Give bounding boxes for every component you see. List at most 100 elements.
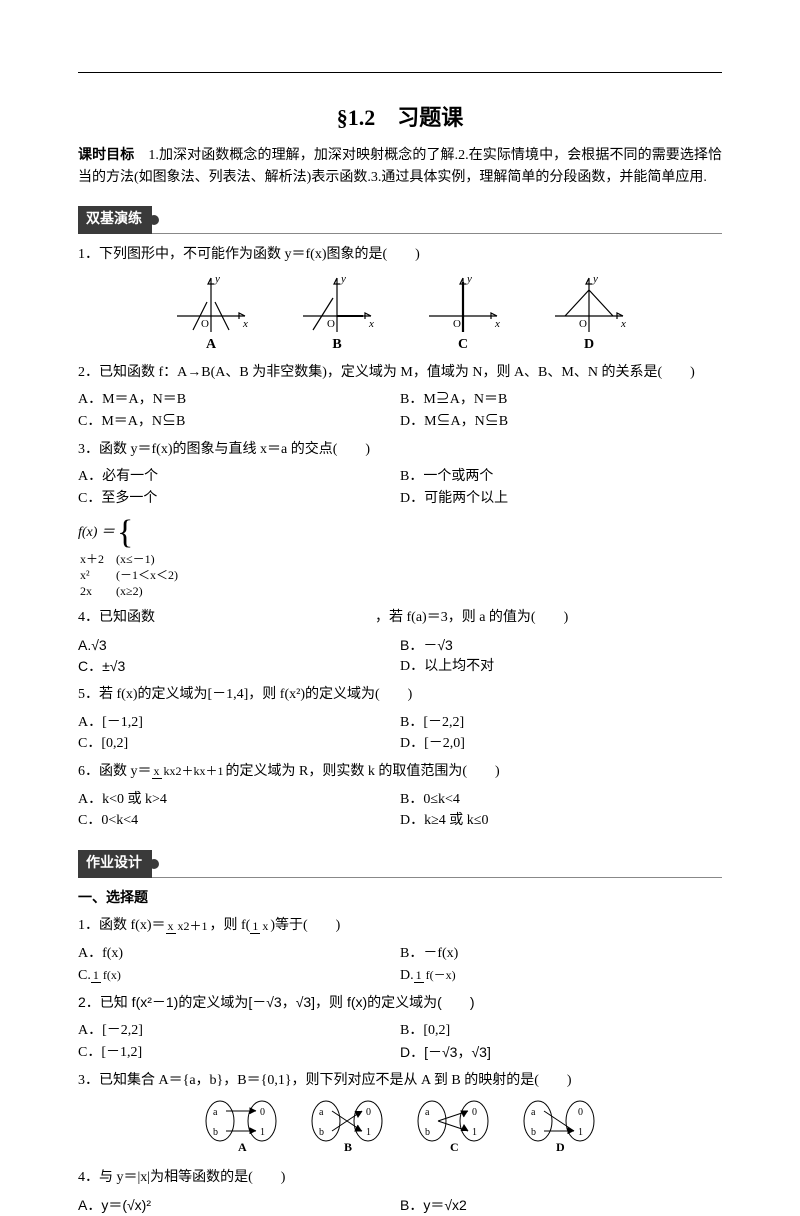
opt: B．[0,2] bbox=[400, 1020, 722, 1042]
pill-dot-icon bbox=[149, 859, 159, 869]
opt: B．－√3 bbox=[400, 635, 722, 657]
s1-q3-opts: A．必有一个B．一个或两个C．至多一个D．可能两个以上 bbox=[78, 466, 722, 509]
svg-text:x: x bbox=[620, 318, 626, 330]
piece-cond: (x≥2) bbox=[116, 584, 188, 598]
piece: x＋2 bbox=[80, 552, 114, 566]
opt: D.1f(－x) bbox=[400, 965, 722, 987]
svg-text:1: 1 bbox=[260, 1127, 265, 1138]
s1-q4-text: 4．已知函数 ，若 f(a)＝3，则 a 的值为( ) bbox=[78, 607, 722, 629]
svg-text:x: x bbox=[242, 318, 248, 330]
fraction-icon: 1x bbox=[250, 920, 270, 933]
piece: x² bbox=[80, 568, 114, 582]
opt: A．必有一个 bbox=[78, 466, 400, 488]
top-rule bbox=[78, 72, 722, 73]
graph-label-B: B bbox=[297, 334, 377, 356]
s1-q2: 2．已知函数 f：A→B(A、B 为非空数集)，定义域为 M，值域为 N，则 A… bbox=[78, 362, 722, 384]
opt: D．k≥4 或 k≤0 bbox=[400, 810, 722, 832]
svg-text:O: O bbox=[327, 318, 335, 330]
opt-label: D. bbox=[400, 968, 414, 983]
opt: A．y＝(√x)² bbox=[78, 1195, 400, 1216]
section-header-1: 双基演练 bbox=[78, 206, 722, 234]
graph-A: xyOA bbox=[171, 272, 251, 356]
svg-text:0: 0 bbox=[366, 1107, 371, 1118]
s1-q6-opts: A．k<0 或 k>4B．0≤k<4C．0<k<4D．k≥4 或 k≤0 bbox=[78, 789, 722, 832]
svg-text:C: C bbox=[450, 1140, 459, 1153]
s1-q5-opts: A．[－1,2]B．[－2,2]C．[0,2]D．[－2,0] bbox=[78, 712, 722, 755]
opt: B．一个或两个 bbox=[400, 466, 722, 488]
q6-pre: 6．函数 y＝ bbox=[78, 764, 152, 779]
s1-q6: 6．函数 y＝xkx2＋kx＋1的定义域为 R，则实数 k 的取值范围为( ) bbox=[78, 761, 722, 783]
opt-label: C. bbox=[78, 968, 91, 983]
subsection-1: 一、选择题 bbox=[78, 888, 722, 910]
s1-q1: 1．下列图形中，不可能作为函数 y＝f(x)图象的是( ) bbox=[78, 244, 722, 266]
s2-q1: 1．函数 f(x)＝xx2＋1，则 f(1x)等于( ) bbox=[78, 915, 722, 937]
svg-text:b: b bbox=[531, 1127, 536, 1138]
opt: D．以上均不对 bbox=[400, 656, 722, 678]
q4-pre: 4．已知函数 bbox=[78, 610, 155, 625]
opt: C．至多一个 bbox=[78, 488, 400, 510]
opt: B．0≤k<4 bbox=[400, 789, 722, 811]
frac-den: kx2＋kx＋1 bbox=[162, 764, 226, 778]
frac-num: 1 bbox=[250, 919, 260, 934]
svg-text:O: O bbox=[201, 318, 209, 330]
q4-post: ，若 f(a)＝3，则 a 的值为( ) bbox=[375, 610, 568, 625]
svg-text:x: x bbox=[368, 318, 374, 330]
mapping-B: ab01B bbox=[304, 1097, 390, 1161]
s1-q1-figures: xyOA xyOB xyOC xyOD bbox=[78, 272, 722, 356]
frac-den: x2＋1 bbox=[176, 919, 210, 933]
opt: D．可能两个以上 bbox=[400, 488, 722, 510]
fraction-icon: 1f(－x) bbox=[414, 969, 458, 982]
opt: A．k<0 或 k>4 bbox=[78, 789, 400, 811]
mapping-C: ab01C bbox=[410, 1097, 496, 1161]
mapping-D: ab01D bbox=[516, 1097, 602, 1161]
section-rule-1 bbox=[78, 233, 722, 234]
svg-text:a: a bbox=[531, 1107, 536, 1118]
frac-den: x bbox=[260, 919, 270, 933]
graph-label-C: C bbox=[423, 334, 503, 356]
s1-q2-opts: A．M＝A，N＝BB．M⊇A，N＝BC．M＝A，N⊆BD．M⊆A，N⊆B bbox=[78, 389, 722, 432]
svg-text:A: A bbox=[238, 1140, 247, 1153]
opt: B．y＝√x2 bbox=[400, 1195, 722, 1216]
svg-text:b: b bbox=[319, 1127, 324, 1138]
s1-q3: 3．函数 y＝f(x)的图象与直线 x＝a 的交点( ) bbox=[78, 439, 722, 461]
frac-num: 1 bbox=[91, 968, 101, 983]
opt: C．[－1,2] bbox=[78, 1042, 400, 1064]
opt: C.1f(x) bbox=[78, 965, 400, 987]
opt: B．[－2,2] bbox=[400, 712, 722, 734]
s2-q1-opts: A．f(x)B．－f(x) C.1f(x) D.1f(－x) bbox=[78, 943, 722, 986]
opt: D．[－√3，√3] bbox=[400, 1042, 722, 1064]
graph-label-D: D bbox=[549, 334, 629, 356]
graph-B: x y OB bbox=[297, 272, 377, 356]
svg-text:D: D bbox=[556, 1140, 565, 1153]
page-title: §1.2 习题课 bbox=[78, 101, 722, 135]
svg-text:O: O bbox=[579, 318, 587, 330]
pill-dot-icon bbox=[149, 215, 159, 225]
graph-D: x y OD bbox=[549, 272, 629, 356]
svg-text:0: 0 bbox=[472, 1107, 477, 1118]
s1-q4: f(x) ＝{x＋2(x≤－1)x²(－1＜x＜2)2x(x≥2) bbox=[78, 516, 722, 601]
q1-mid: ，则 f( bbox=[210, 918, 251, 933]
opt: A．f(x) bbox=[78, 943, 400, 965]
opt: C．M＝A，N⊆B bbox=[78, 411, 400, 433]
frac-den: f(x) bbox=[101, 968, 123, 982]
opt: A．[－2,2] bbox=[78, 1020, 400, 1042]
s2-q4: 4．与 y＝|x|为相等函数的是( ) bbox=[78, 1167, 722, 1189]
s1-q5: 5．若 f(x)的定义域为[－1,4]，则 f(x²)的定义域为( ) bbox=[78, 684, 722, 706]
fraction-icon: xkx2＋kx＋1 bbox=[152, 765, 226, 778]
svg-text:1: 1 bbox=[578, 1127, 583, 1138]
svg-text:y: y bbox=[466, 273, 472, 285]
section-header-2: 作业设计 bbox=[78, 850, 722, 878]
piece: 2x bbox=[80, 584, 114, 598]
svg-text:a: a bbox=[213, 1107, 218, 1118]
svg-text:b: b bbox=[213, 1127, 218, 1138]
svg-text:1: 1 bbox=[366, 1127, 371, 1138]
svg-text:y: y bbox=[592, 273, 598, 285]
svg-text:y: y bbox=[340, 273, 346, 285]
opt: C．[0,2] bbox=[78, 733, 400, 755]
s2-q2: 2．已知 f(x²－1)的定义域为[－√3，√3]，则 f(x)的定义域为( ) bbox=[78, 992, 722, 1014]
opt: A．[－1,2] bbox=[78, 712, 400, 734]
q1-pre: 1．函数 f(x)＝ bbox=[78, 918, 166, 933]
frac-num: 1 bbox=[414, 968, 424, 983]
svg-text:a: a bbox=[319, 1107, 324, 1118]
opt: B．M⊇A，N＝B bbox=[400, 389, 722, 411]
